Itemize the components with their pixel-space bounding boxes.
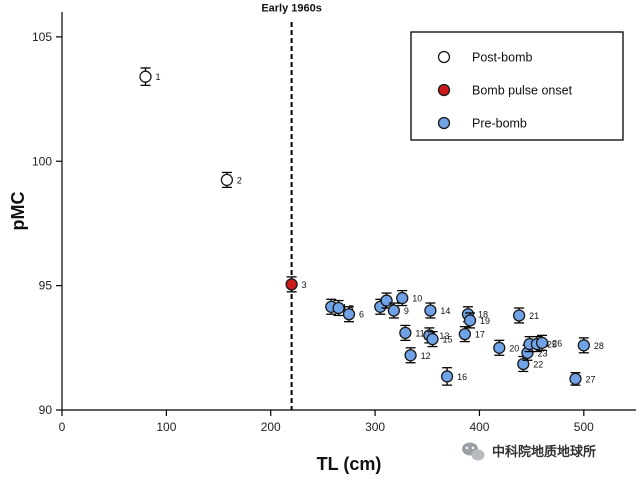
- point-marker: [285, 278, 298, 291]
- point-marker: [517, 357, 530, 371]
- watermark-text: 中科院地质地球所: [492, 444, 596, 460]
- point-marker: [139, 70, 152, 83]
- point-marker: [577, 339, 590, 352]
- y-tick-label: 95: [39, 279, 53, 293]
- legend-marker: [437, 50, 451, 64]
- point-marker: [463, 314, 477, 327]
- point-label: 15: [442, 335, 452, 345]
- legend-label: Post-bomb: [472, 51, 532, 65]
- y-axis-title: pMC: [8, 192, 28, 231]
- point-marker: [458, 327, 471, 341]
- point-label: 21: [529, 311, 539, 321]
- data-point: 22: [517, 355, 543, 373]
- point-label: 10: [412, 294, 422, 304]
- point-marker: [440, 370, 454, 383]
- data-point: 1: [139, 67, 161, 87]
- point-label: 6: [359, 310, 364, 320]
- point-marker: [399, 326, 412, 340]
- data-point: 20: [493, 339, 519, 356]
- point-label: 19: [480, 316, 490, 326]
- point-marker: [220, 173, 234, 187]
- series-pre-bomb: 4567891011121314151617181920212223242526…: [325, 289, 604, 386]
- legend-marker: [437, 83, 451, 97]
- legend: Post-bomb Bomb pulse onset Pre-bomb: [410, 31, 624, 141]
- watermark: 中科院地质地球所: [462, 442, 596, 461]
- point-label: 14: [440, 306, 450, 316]
- x-tick-label: 400: [469, 420, 489, 434]
- series-post-bomb: 12: [139, 67, 242, 189]
- point-marker: [424, 304, 437, 317]
- point-label: 1: [155, 72, 160, 82]
- data-point: 10: [396, 289, 422, 307]
- point-label: 3: [302, 280, 307, 290]
- point-label: 28: [594, 341, 604, 351]
- data-point: 19: [463, 312, 490, 329]
- legend-label: Pre-bomb: [472, 117, 527, 131]
- data-point: 9: [387, 302, 409, 319]
- point-label: 17: [475, 330, 485, 340]
- legend-marker: [437, 116, 451, 130]
- point-marker: [426, 332, 439, 346]
- point-marker: [332, 301, 345, 315]
- data-point: 3: [285, 276, 307, 293]
- x-tick-label: 200: [261, 420, 281, 434]
- data-point: 28: [577, 337, 604, 354]
- point-label: 27: [585, 374, 595, 384]
- x-tick-label: 300: [365, 420, 385, 434]
- point-marker: [512, 309, 526, 322]
- annotation-label: Early 1960s: [261, 3, 322, 15]
- data-point: 26: [535, 334, 562, 351]
- y-tick-label: 100: [32, 154, 52, 168]
- point-label: 13: [439, 331, 449, 341]
- x-tick-label: 0: [59, 420, 66, 434]
- point-marker: [387, 304, 401, 317]
- point-label: 11: [415, 328, 424, 338]
- y-tick-label: 90: [39, 403, 53, 417]
- point-marker: [396, 291, 409, 305]
- point-label: 23: [537, 348, 547, 358]
- point-marker: [380, 294, 393, 307]
- point-label: 16: [457, 372, 467, 382]
- data-point: 14: [424, 302, 450, 319]
- point-label: 20: [509, 343, 519, 353]
- y-tick-label: 105: [32, 30, 52, 44]
- x-axis-title: TL (cm): [317, 454, 382, 474]
- point-marker: [404, 349, 417, 362]
- point-label: 9: [404, 306, 409, 316]
- data-point: 15: [426, 330, 453, 348]
- data-point: 12: [404, 347, 431, 364]
- data-point: 2: [220, 171, 242, 189]
- point-label: 2: [237, 175, 242, 185]
- x-tick-label: 100: [156, 420, 176, 434]
- wechat-icon: [462, 442, 485, 461]
- point-label: 22: [533, 359, 543, 369]
- point-marker: [342, 308, 356, 321]
- point-label: 12: [421, 351, 431, 361]
- legend-label: Bomb pulse onset: [472, 84, 573, 98]
- point-marker: [535, 336, 549, 349]
- point-marker: [493, 341, 506, 354]
- data-point: 17: [458, 326, 485, 343]
- point-label: 26: [552, 338, 562, 348]
- data-point: 6: [342, 306, 364, 323]
- data-point: 27: [569, 372, 595, 386]
- point-label: 25: [547, 340, 557, 350]
- series-bomb-pulse-onset: 3: [285, 276, 307, 293]
- x-tick-label: 500: [574, 420, 594, 434]
- point-marker: [569, 372, 582, 386]
- data-point: 21: [512, 307, 539, 324]
- data-point: 16: [440, 367, 467, 386]
- point-label: 18: [478, 310, 488, 320]
- data-point: 11: [399, 324, 425, 342]
